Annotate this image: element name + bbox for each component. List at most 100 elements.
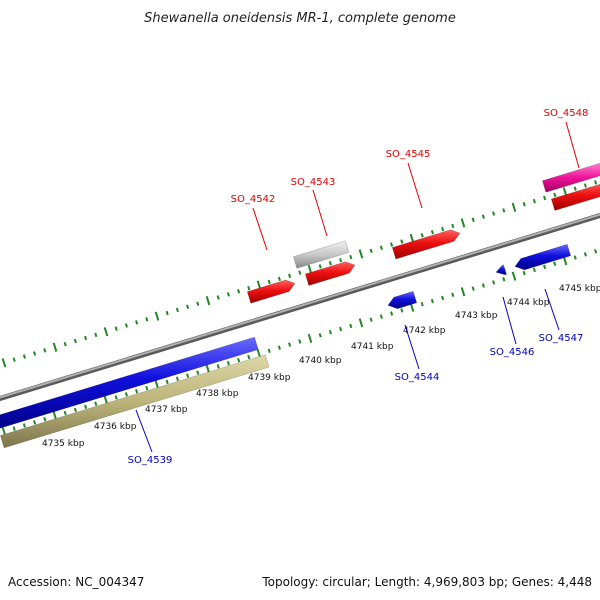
scale-tick	[114, 326, 118, 331]
scale-tick	[298, 270, 302, 275]
gene-feature-grey	[293, 240, 350, 269]
gene-feature-so-4546	[495, 264, 507, 276]
scale-tick	[247, 354, 251, 360]
scale-tick	[573, 186, 577, 191]
scale-tick	[43, 417, 47, 422]
scale-tick	[553, 192, 557, 198]
gene-label-so-4542[interactable]: SO_4542	[231, 194, 276, 205]
scale-tick	[277, 276, 281, 282]
scale-tick-label: 4739 kbp	[248, 373, 291, 383]
scale-tick	[441, 226, 445, 232]
scale-tick	[205, 296, 211, 306]
genome-backbone	[0, 212, 600, 402]
scale-tick	[532, 267, 536, 273]
scale-tick	[237, 289, 241, 294]
scale-tick	[298, 339, 302, 344]
leader-line-so-4545	[407, 162, 423, 209]
scale-tick	[369, 248, 373, 254]
gene-feature-so-4547	[514, 243, 572, 271]
scale-tick	[288, 342, 292, 347]
scale-tick	[441, 295, 445, 301]
scale-tick	[216, 295, 220, 300]
scale-tick-label: 4745 kbp	[559, 284, 600, 294]
scale-tick	[12, 357, 16, 362]
scale-tick	[460, 218, 466, 228]
scale-tick	[84, 404, 88, 410]
gene-feature-so-4542	[246, 279, 296, 304]
scale-tick	[481, 214, 485, 219]
scale-tick	[33, 420, 37, 425]
scale-tick	[94, 401, 98, 406]
scale-tick-label: 4741 kbp	[351, 342, 394, 352]
scale-tick	[94, 332, 98, 338]
scale-tick	[379, 314, 383, 319]
gene-label-so-4547[interactable]: SO_4547	[539, 333, 584, 344]
scale-tick	[267, 279, 271, 285]
scale-tick	[369, 317, 373, 322]
scale-tick	[196, 301, 200, 306]
scale-tick	[543, 264, 547, 270]
scale-tick	[186, 304, 190, 310]
scale-tick	[511, 271, 517, 281]
gene-feature-red-right	[550, 183, 600, 211]
scale-tick-label: 4737 kbp	[145, 405, 188, 415]
scale-tick	[492, 211, 496, 216]
scale-tick	[522, 201, 526, 207]
scale-tick	[471, 286, 475, 291]
scale-tick	[481, 283, 485, 288]
scale-tick	[318, 333, 322, 338]
scale-tick-label: 4744 kbp	[507, 298, 550, 308]
scale-tick	[583, 252, 587, 257]
scale-tick	[573, 255, 577, 260]
scale-tick	[532, 198, 536, 204]
scale-tick	[216, 364, 220, 369]
scale-tick	[84, 335, 88, 341]
gene-features	[0, 162, 600, 449]
leader-line-so-4544	[404, 324, 420, 370]
scale-tick	[430, 298, 434, 304]
scale-tick	[339, 326, 343, 332]
scale-tick	[358, 249, 364, 259]
scale-tick	[12, 426, 16, 431]
gene-label-so-4546[interactable]: SO_4546	[490, 347, 535, 358]
scale-tick	[103, 327, 109, 337]
scale-tick	[124, 392, 128, 397]
scale-tick	[339, 257, 343, 263]
scale-tick	[186, 373, 190, 378]
gene-feature-so-4539	[0, 336, 259, 429]
scale-tick-label: 4735 kbp	[42, 439, 85, 449]
scale-tick	[165, 310, 169, 316]
scale-tick	[52, 342, 58, 352]
leader-line-so-4542	[252, 207, 268, 251]
scale-tick	[553, 261, 557, 266]
leader-line-so-4539	[135, 409, 153, 453]
gene-label-so-4545[interactable]: SO_4545	[386, 149, 431, 160]
scale-tick	[196, 370, 200, 375]
scale-tick	[430, 229, 434, 235]
scale-tick	[451, 223, 455, 229]
scale-tick	[237, 357, 241, 363]
scale-tick	[307, 333, 313, 343]
gene-feature-so-4544	[387, 290, 418, 310]
scale-tick	[502, 277, 506, 282]
scale-tick	[267, 348, 271, 354]
scale-tick	[502, 208, 506, 213]
gene-label-so-4544[interactable]: SO_4544	[395, 372, 440, 383]
scale-tick	[165, 379, 169, 385]
scale-tick	[358, 318, 364, 328]
scale-tick	[277, 345, 281, 350]
gene-label-so-4539[interactable]: SO_4539	[128, 455, 173, 466]
scale-tick	[43, 348, 47, 353]
gene-label-so-4548[interactable]: SO_4548	[544, 108, 589, 119]
scale-tick-label: 4742 kbp	[403, 326, 446, 336]
scale-tick	[400, 308, 404, 313]
scale-tick	[511, 202, 517, 212]
scale-tick	[349, 323, 353, 329]
scale-tick	[349, 254, 353, 260]
accession-text: Accession: NC_004347	[8, 575, 144, 589]
scale-tick	[226, 292, 230, 297]
scale-tick	[471, 217, 475, 222]
scale-tick	[145, 317, 149, 322]
scale-tick	[73, 407, 77, 413]
gene-label-so-4543[interactable]: SO_4543	[291, 177, 336, 188]
